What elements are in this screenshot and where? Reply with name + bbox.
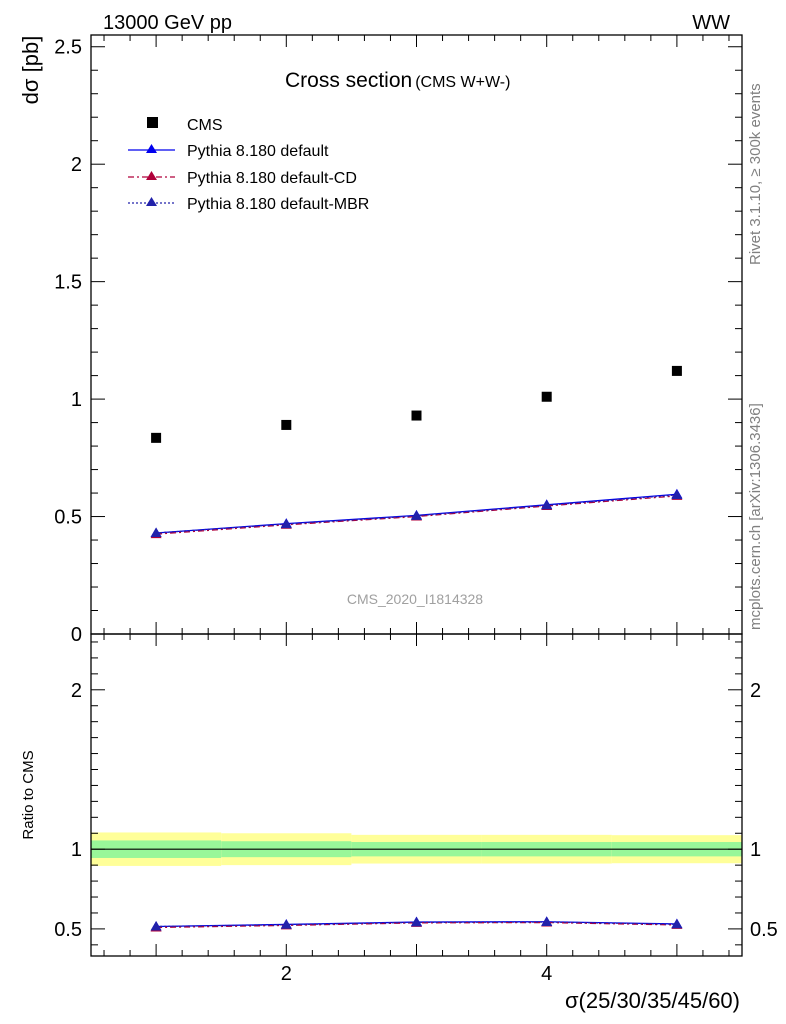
ratio-series-line-1: [156, 921, 677, 929]
cms-data-point: [151, 432, 162, 443]
mcplots-reference-label: mcplots.cern.ch [arXiv:1306.3436]: [747, 403, 764, 630]
legend-marker-mbr: [146, 197, 157, 206]
rivet-version-label: Rivet 3.1.10, ≥ 300k events: [747, 83, 764, 265]
ratio-y-tick-label-right: 0.5: [750, 919, 778, 941]
ratio-series-point-2: [411, 916, 422, 927]
main-y-tick-label: 1.5: [54, 272, 82, 294]
series-point-2: [671, 489, 683, 499]
series-point-2: [411, 510, 422, 520]
cms-data-point: [281, 419, 292, 430]
series-point-2: [150, 527, 162, 537]
legend-label-mbr: Pythia 8.180 default-MBR: [187, 196, 369, 213]
chart-title-main: Cross section: [285, 69, 412, 92]
legend-label-cms: CMS: [187, 117, 223, 134]
legend-marker-cd: [146, 171, 157, 180]
ratio-y-tick-label-right: 2: [750, 680, 761, 702]
legend: CMS Pythia 8.180 default Pythia 8.180 de…: [128, 117, 369, 213]
ratio-series-point-2: [541, 916, 553, 927]
analysis-watermark: CMS_2020_I1814328: [347, 591, 483, 607]
x-axis-label: σ(25/30/35/45/60): [565, 988, 740, 1013]
header-energy-label: 13000 GeV pp: [103, 12, 232, 34]
legend-label-default: Pythia 8.180 default: [187, 143, 329, 160]
x-tick-label: 4: [541, 963, 552, 985]
header-process-label: WW: [692, 12, 730, 34]
main-y-tick-label: 2: [71, 154, 82, 176]
main-y-tick-label: 0: [71, 624, 82, 646]
y-axis-label: dσ [pb]: [18, 36, 43, 105]
legend-marker-default: [146, 144, 157, 153]
cms-data-point: [411, 410, 422, 421]
ratio-y-tick-label: 0.5: [54, 919, 82, 941]
ratio-series-point-2: [150, 921, 162, 931]
ratio-plot-panel: 0.5 0.5 1 1 2 2: [54, 633, 778, 957]
ratio-y-tick-label: 2: [71, 680, 82, 702]
ratio-series-point-2: [280, 919, 292, 929]
chart-title: Cross section (CMS W+W-): [285, 69, 510, 92]
ratio-y-tick-label-right: 1: [750, 839, 761, 861]
x-tick-label: 2: [281, 963, 292, 985]
series-point-2: [541, 499, 553, 510]
chart-title-sub: (CMS W+W-): [415, 74, 510, 91]
series-point-2: [280, 518, 292, 529]
legend-marker-cms: [147, 117, 158, 128]
ratio-plot-frame: [90, 633, 743, 957]
ratio-y-axis-label: Ratio to CMS: [20, 750, 37, 839]
main-y-tick-label: 1: [71, 389, 82, 411]
ratio-series-point-2: [671, 918, 683, 929]
cms-data-point: [541, 391, 552, 402]
series-line-1: [156, 495, 677, 535]
main-plot-panel: 0 0.5 1 1.5 2 2.5: [54, 34, 743, 646]
main-y-tick-label: 2.5: [54, 37, 82, 59]
cms-data-point: [671, 365, 682, 376]
legend-label-cd: Pythia 8.180 default-CD: [187, 170, 357, 187]
ratio-y-tick-label: 1: [71, 839, 82, 861]
main-y-tick-label: 0.5: [54, 507, 82, 529]
